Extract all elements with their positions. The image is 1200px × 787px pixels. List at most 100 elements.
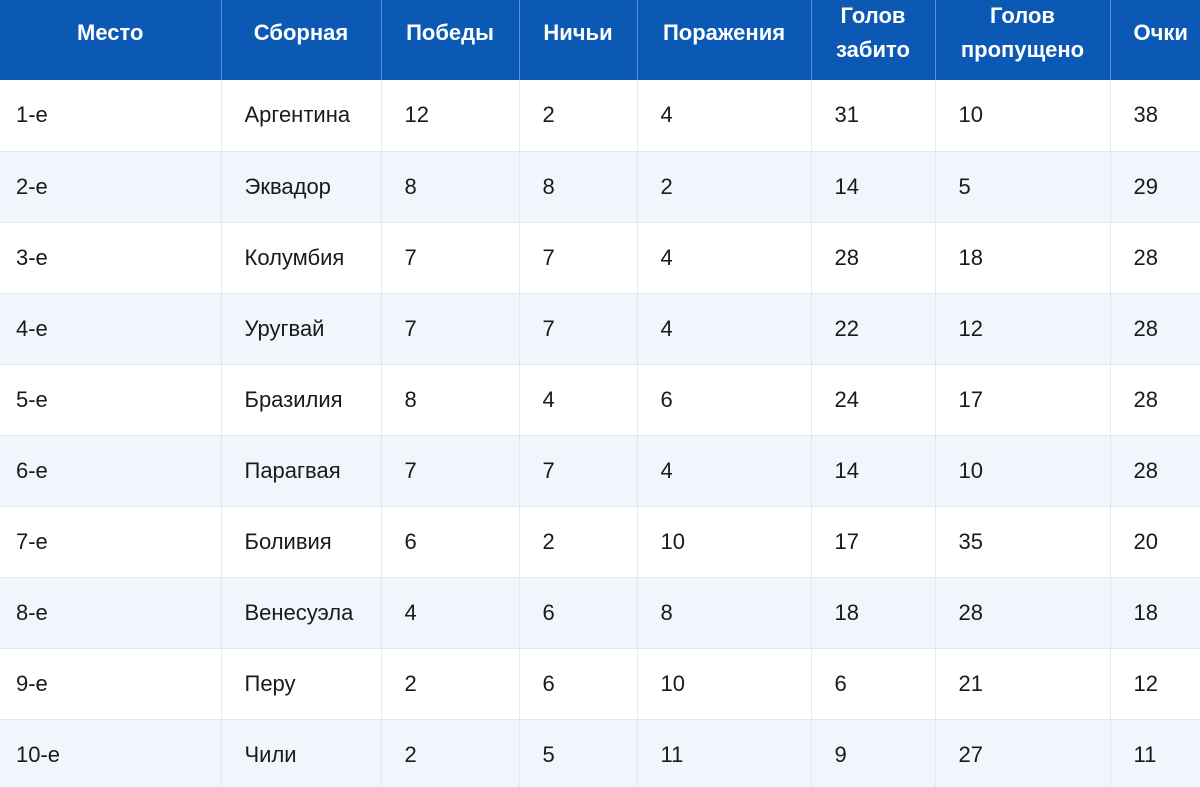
cell-team: Аргентина: [221, 80, 382, 152]
cell-goals-conceded: 18: [935, 222, 1111, 294]
table-row: 6-е Парагвая 7 7 4 14 10 28: [0, 435, 1200, 507]
cell-losses: 10: [637, 506, 812, 578]
cell-wins: 12: [381, 80, 520, 152]
cell-team: Перу: [221, 648, 382, 720]
cell-goals-conceded: 28: [935, 577, 1111, 649]
cell-wins: 8: [381, 151, 520, 223]
cell-team: Эквадор: [221, 151, 382, 223]
cell-place: 6-е: [0, 435, 222, 507]
cell-goals-scored: 22: [811, 293, 936, 365]
cell-goals-conceded: 10: [935, 80, 1111, 152]
table-row: 8-е Венесуэла 4 6 8 18 28 18: [0, 577, 1200, 649]
cell-points: 28: [1110, 222, 1200, 294]
cell-draws: 7: [519, 435, 638, 507]
cell-draws: 7: [519, 222, 638, 294]
cell-wins: 2: [381, 648, 520, 720]
header-wins: Победы: [381, 0, 520, 80]
table-row: 4-е Уругвай 7 7 4 22 12 28: [0, 293, 1200, 365]
cell-losses: 6: [637, 364, 812, 436]
cell-place: 7-е: [0, 506, 222, 578]
cell-wins: 7: [381, 222, 520, 294]
cell-draws: 6: [519, 577, 638, 649]
cell-team: Бразилия: [221, 364, 382, 436]
cell-draws: 8: [519, 151, 638, 223]
cell-goals-conceded: 12: [935, 293, 1111, 365]
table-row: 2-е Эквадор 8 8 2 14 5 29: [0, 151, 1200, 223]
cell-goals-conceded: 27: [935, 719, 1111, 787]
cell-team: Парагвая: [221, 435, 382, 507]
table-row: 5-е Бразилия 8 4 6 24 17 28: [0, 364, 1200, 436]
cell-wins: 7: [381, 435, 520, 507]
cell-points: 38: [1110, 80, 1200, 152]
cell-draws: 2: [519, 506, 638, 578]
cell-wins: 2: [381, 719, 520, 787]
cell-losses: 4: [637, 293, 812, 365]
cell-place: 2-е: [0, 151, 222, 223]
cell-place: 10-е: [0, 719, 222, 787]
table-body: 1-е Аргентина 12 2 4 31 10 38 2-е Эквадор 8 8 2 14 5 29…: [0, 80, 1200, 787]
cell-losses: 4: [637, 222, 812, 294]
cell-goals-scored: 14: [811, 435, 936, 507]
cell-losses: 8: [637, 577, 812, 649]
cell-goals-scored: 9: [811, 719, 936, 787]
cell-points: 11: [1110, 719, 1200, 787]
cell-losses: 2: [637, 151, 812, 223]
cell-goals-scored: 18: [811, 577, 936, 649]
cell-goals-conceded: 10: [935, 435, 1111, 507]
cell-points: 28: [1110, 435, 1200, 507]
cell-losses: 4: [637, 435, 812, 507]
header-goals-conceded: Голов пропущено: [935, 0, 1111, 80]
header-place: Место: [0, 0, 222, 80]
header-draws: Ничьи: [519, 0, 638, 80]
cell-losses: 11: [637, 719, 812, 787]
cell-draws: 5: [519, 719, 638, 787]
cell-team: Боливия: [221, 506, 382, 578]
table-header: Место Сборная Победы Ничьи Поражения Гол…: [0, 0, 1200, 80]
cell-place: 3-е: [0, 222, 222, 294]
cell-goals-scored: 6: [811, 648, 936, 720]
header-goals-scored: Голов забито: [811, 0, 936, 80]
table-row: 7-е Боливия 6 2 10 17 35 20: [0, 506, 1200, 578]
header-losses: Поражения: [637, 0, 812, 80]
cell-points: 28: [1110, 364, 1200, 436]
cell-place: 5-е: [0, 364, 222, 436]
cell-draws: 2: [519, 80, 638, 152]
table-row: 10-е Чили 2 5 11 9 27 11: [0, 719, 1200, 787]
table-row: 1-е Аргентина 12 2 4 31 10 38: [0, 80, 1200, 152]
cell-goals-conceded: 17: [935, 364, 1111, 436]
header-row: Место Сборная Победы Ничьи Поражения Гол…: [0, 0, 1200, 80]
cell-points: 18: [1110, 577, 1200, 649]
cell-wins: 6: [381, 506, 520, 578]
cell-goals-scored: 14: [811, 151, 936, 223]
cell-team: Уругвай: [221, 293, 382, 365]
cell-goals-scored: 31: [811, 80, 936, 152]
cell-losses: 4: [637, 80, 812, 152]
cell-points: 29: [1110, 151, 1200, 223]
cell-goals-conceded: 21: [935, 648, 1111, 720]
cell-wins: 7: [381, 293, 520, 365]
cell-place: 8-е: [0, 577, 222, 649]
cell-goals-conceded: 35: [935, 506, 1111, 578]
cell-points: 28: [1110, 293, 1200, 365]
cell-place: 1-е: [0, 80, 222, 152]
cell-points: 12: [1110, 648, 1200, 720]
table-row: 3-е Колумбия 7 7 4 28 18 28: [0, 222, 1200, 294]
cell-goals-scored: 28: [811, 222, 936, 294]
header-team: Сборная: [221, 0, 382, 80]
cell-goals-conceded: 5: [935, 151, 1111, 223]
cell-goals-scored: 24: [811, 364, 936, 436]
cell-draws: 7: [519, 293, 638, 365]
cell-team: Колумбия: [221, 222, 382, 294]
cell-goals-scored: 17: [811, 506, 936, 578]
cell-team: Чили: [221, 719, 382, 787]
cell-place: 4-е: [0, 293, 222, 365]
cell-place: 9-е: [0, 648, 222, 720]
cell-draws: 6: [519, 648, 638, 720]
cell-team: Венесуэла: [221, 577, 382, 649]
cell-wins: 8: [381, 364, 520, 436]
table-row: 9-е Перу 2 6 10 6 21 12: [0, 648, 1200, 720]
header-points: Очки: [1110, 0, 1200, 80]
cell-points: 20: [1110, 506, 1200, 578]
cell-draws: 4: [519, 364, 638, 436]
